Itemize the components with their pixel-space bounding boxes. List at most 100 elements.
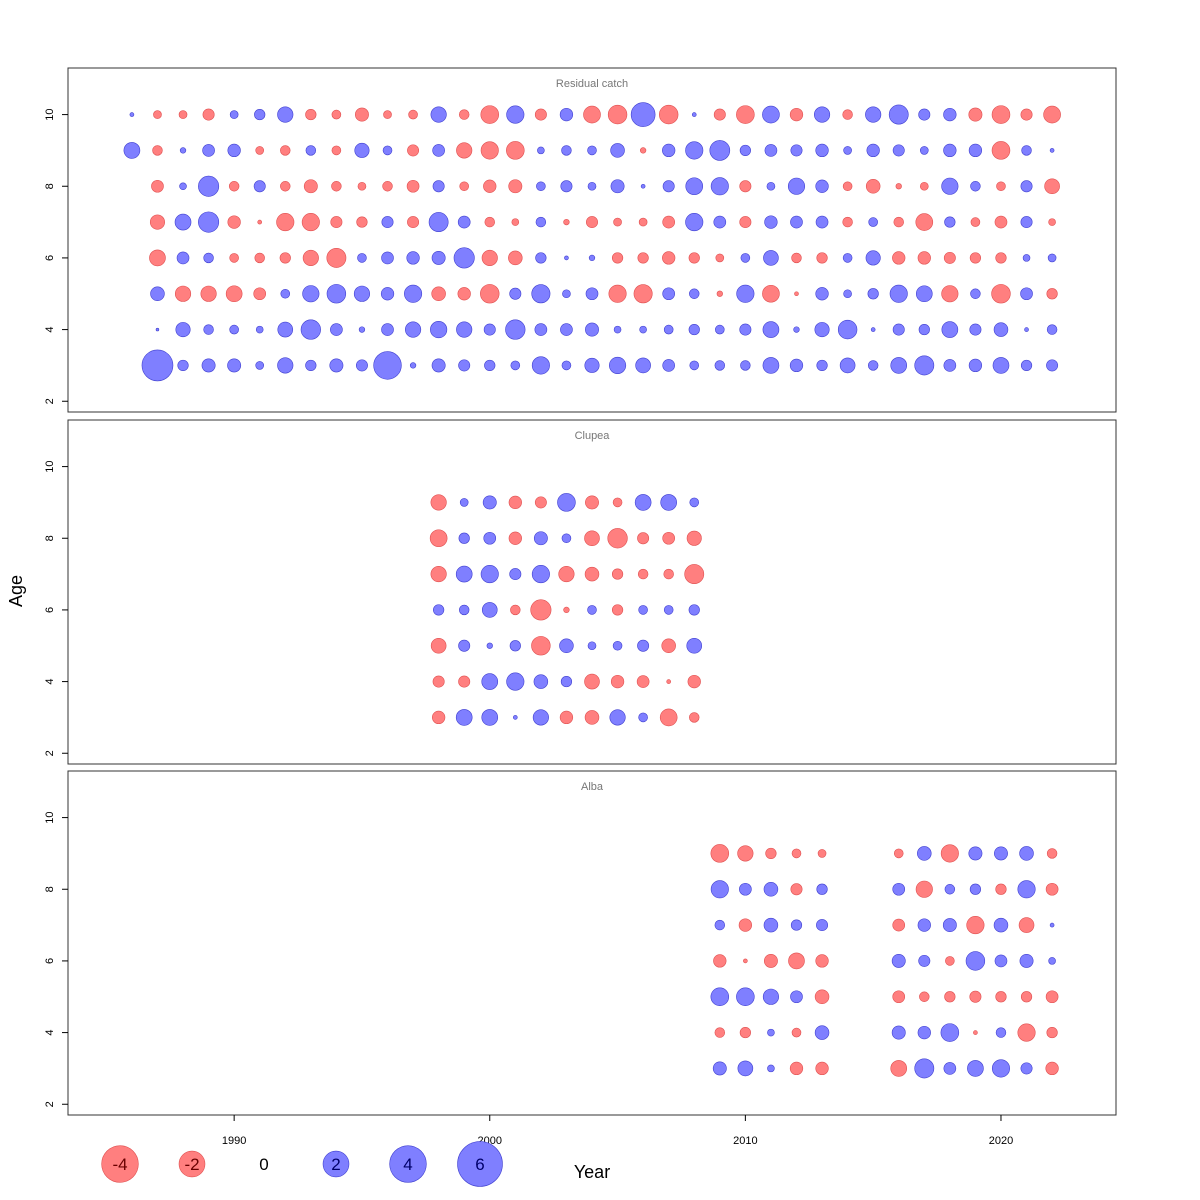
residual-bubble <box>1043 105 1061 124</box>
residual-bubble <box>965 951 986 971</box>
residual-bubble <box>865 250 881 266</box>
residual-bubble <box>686 637 703 654</box>
residual-bubble <box>738 918 752 932</box>
residual-bubble <box>892 251 906 265</box>
residual-bubble <box>254 108 266 121</box>
residual-bubble <box>970 288 981 299</box>
y-tick-label: 10 <box>44 811 56 823</box>
residual-bubble <box>358 326 366 333</box>
residual-bubble <box>406 179 420 193</box>
residual-bubble <box>941 285 959 303</box>
residual-bubble <box>917 251 931 265</box>
residual-bubble <box>713 108 726 121</box>
residual-bubble <box>637 532 650 545</box>
panel-title: Alba <box>581 781 604 793</box>
residual-bubble <box>1046 848 1058 859</box>
residual-bubble <box>793 326 800 333</box>
residual-bubble <box>917 846 932 861</box>
y-tick-label: 6 <box>44 607 56 613</box>
residual-bubble <box>943 107 957 122</box>
residual-bubble <box>458 109 470 120</box>
residual-bubble <box>560 323 573 336</box>
residual-bubble <box>583 105 601 124</box>
residual-bubble <box>480 284 500 304</box>
residual-bubble <box>736 987 755 1006</box>
residual-bubble <box>609 356 627 374</box>
x-axis-title: Year <box>574 1162 610 1182</box>
x-axis: 1990 2000 2010 2020 <box>222 1115 1013 1147</box>
residual-bubble <box>458 675 471 688</box>
residual-bubble <box>535 252 547 264</box>
residual-bubble <box>634 494 652 511</box>
residual-bubble <box>1017 1023 1036 1042</box>
residual-bubble <box>714 360 726 371</box>
residual-bubble <box>815 215 829 229</box>
residual-bubble <box>381 323 394 336</box>
residual-bubble <box>174 213 192 231</box>
residual-bubble <box>430 637 447 654</box>
residual-bubble <box>510 360 521 371</box>
residual-bubble <box>662 287 675 301</box>
panel-title: Residual catch <box>556 78 628 90</box>
residual-bubble <box>149 214 165 230</box>
residual-bubble <box>227 358 242 373</box>
residual-bubble <box>917 918 931 932</box>
residual-bubble <box>637 252 649 264</box>
residual-bubble <box>918 108 931 121</box>
residual-bubble <box>257 219 263 225</box>
residual-bubble <box>663 605 674 615</box>
residual-bubble <box>428 212 449 232</box>
residual-bubble <box>405 321 422 338</box>
residual-bubble <box>382 145 393 156</box>
residual-bubble <box>739 882 752 896</box>
residual-bubble <box>481 602 498 618</box>
residual-bubble <box>202 108 215 121</box>
residual-bubble <box>995 1027 1007 1038</box>
y-tick-label: 8 <box>44 535 56 541</box>
residual-bubble <box>200 285 217 302</box>
residual-bubble <box>815 287 829 301</box>
residual-bubble <box>814 1025 830 1040</box>
residual-bubble <box>1045 882 1059 896</box>
residual-bubble <box>918 954 931 967</box>
residual-bubble <box>355 359 368 372</box>
residual-bubble <box>174 285 192 302</box>
residual-bubble <box>943 359 957 372</box>
residual-bubble <box>919 181 929 191</box>
residual-bubble <box>662 143 676 158</box>
residual-bubble <box>762 284 780 303</box>
residual-bubble <box>179 147 187 154</box>
residual-bubble <box>303 179 318 194</box>
residual-bubble <box>1020 1062 1033 1075</box>
residual-bubble <box>991 105 1011 124</box>
residual-bubble <box>942 918 957 933</box>
residual-bubble <box>203 252 214 264</box>
residual-bubble <box>277 106 294 123</box>
panel-frame <box>67 770 1117 1116</box>
residual-bubble <box>763 917 779 933</box>
residual-bubble <box>789 1061 804 1076</box>
residual-bubble <box>480 105 500 124</box>
residual-bubble <box>865 179 881 194</box>
residual-bubble <box>842 216 853 228</box>
residual-bubble <box>255 146 265 155</box>
residual-bubble <box>993 917 1009 933</box>
residual-bubble <box>970 181 981 192</box>
residual-bubble <box>790 919 803 931</box>
residual-bubble <box>713 954 727 968</box>
residual-bubble <box>151 179 164 193</box>
panel-0: Residual catch 2 4 6 8 10 <box>44 67 1117 413</box>
residual-bubble <box>330 323 343 336</box>
residual-bubble <box>481 673 499 690</box>
residual-bubble <box>508 531 522 545</box>
residual-bubble <box>481 249 498 266</box>
residual-bubble <box>660 494 677 511</box>
residual-bubble <box>455 565 473 583</box>
residual-bubble <box>993 322 1009 337</box>
residual-bubble <box>764 215 778 229</box>
residual-bubble <box>456 321 473 338</box>
residual-bubble <box>870 327 876 332</box>
residual-bubble <box>789 358 804 373</box>
residual-bubble <box>917 1025 931 1040</box>
residual-bubble <box>763 250 779 266</box>
